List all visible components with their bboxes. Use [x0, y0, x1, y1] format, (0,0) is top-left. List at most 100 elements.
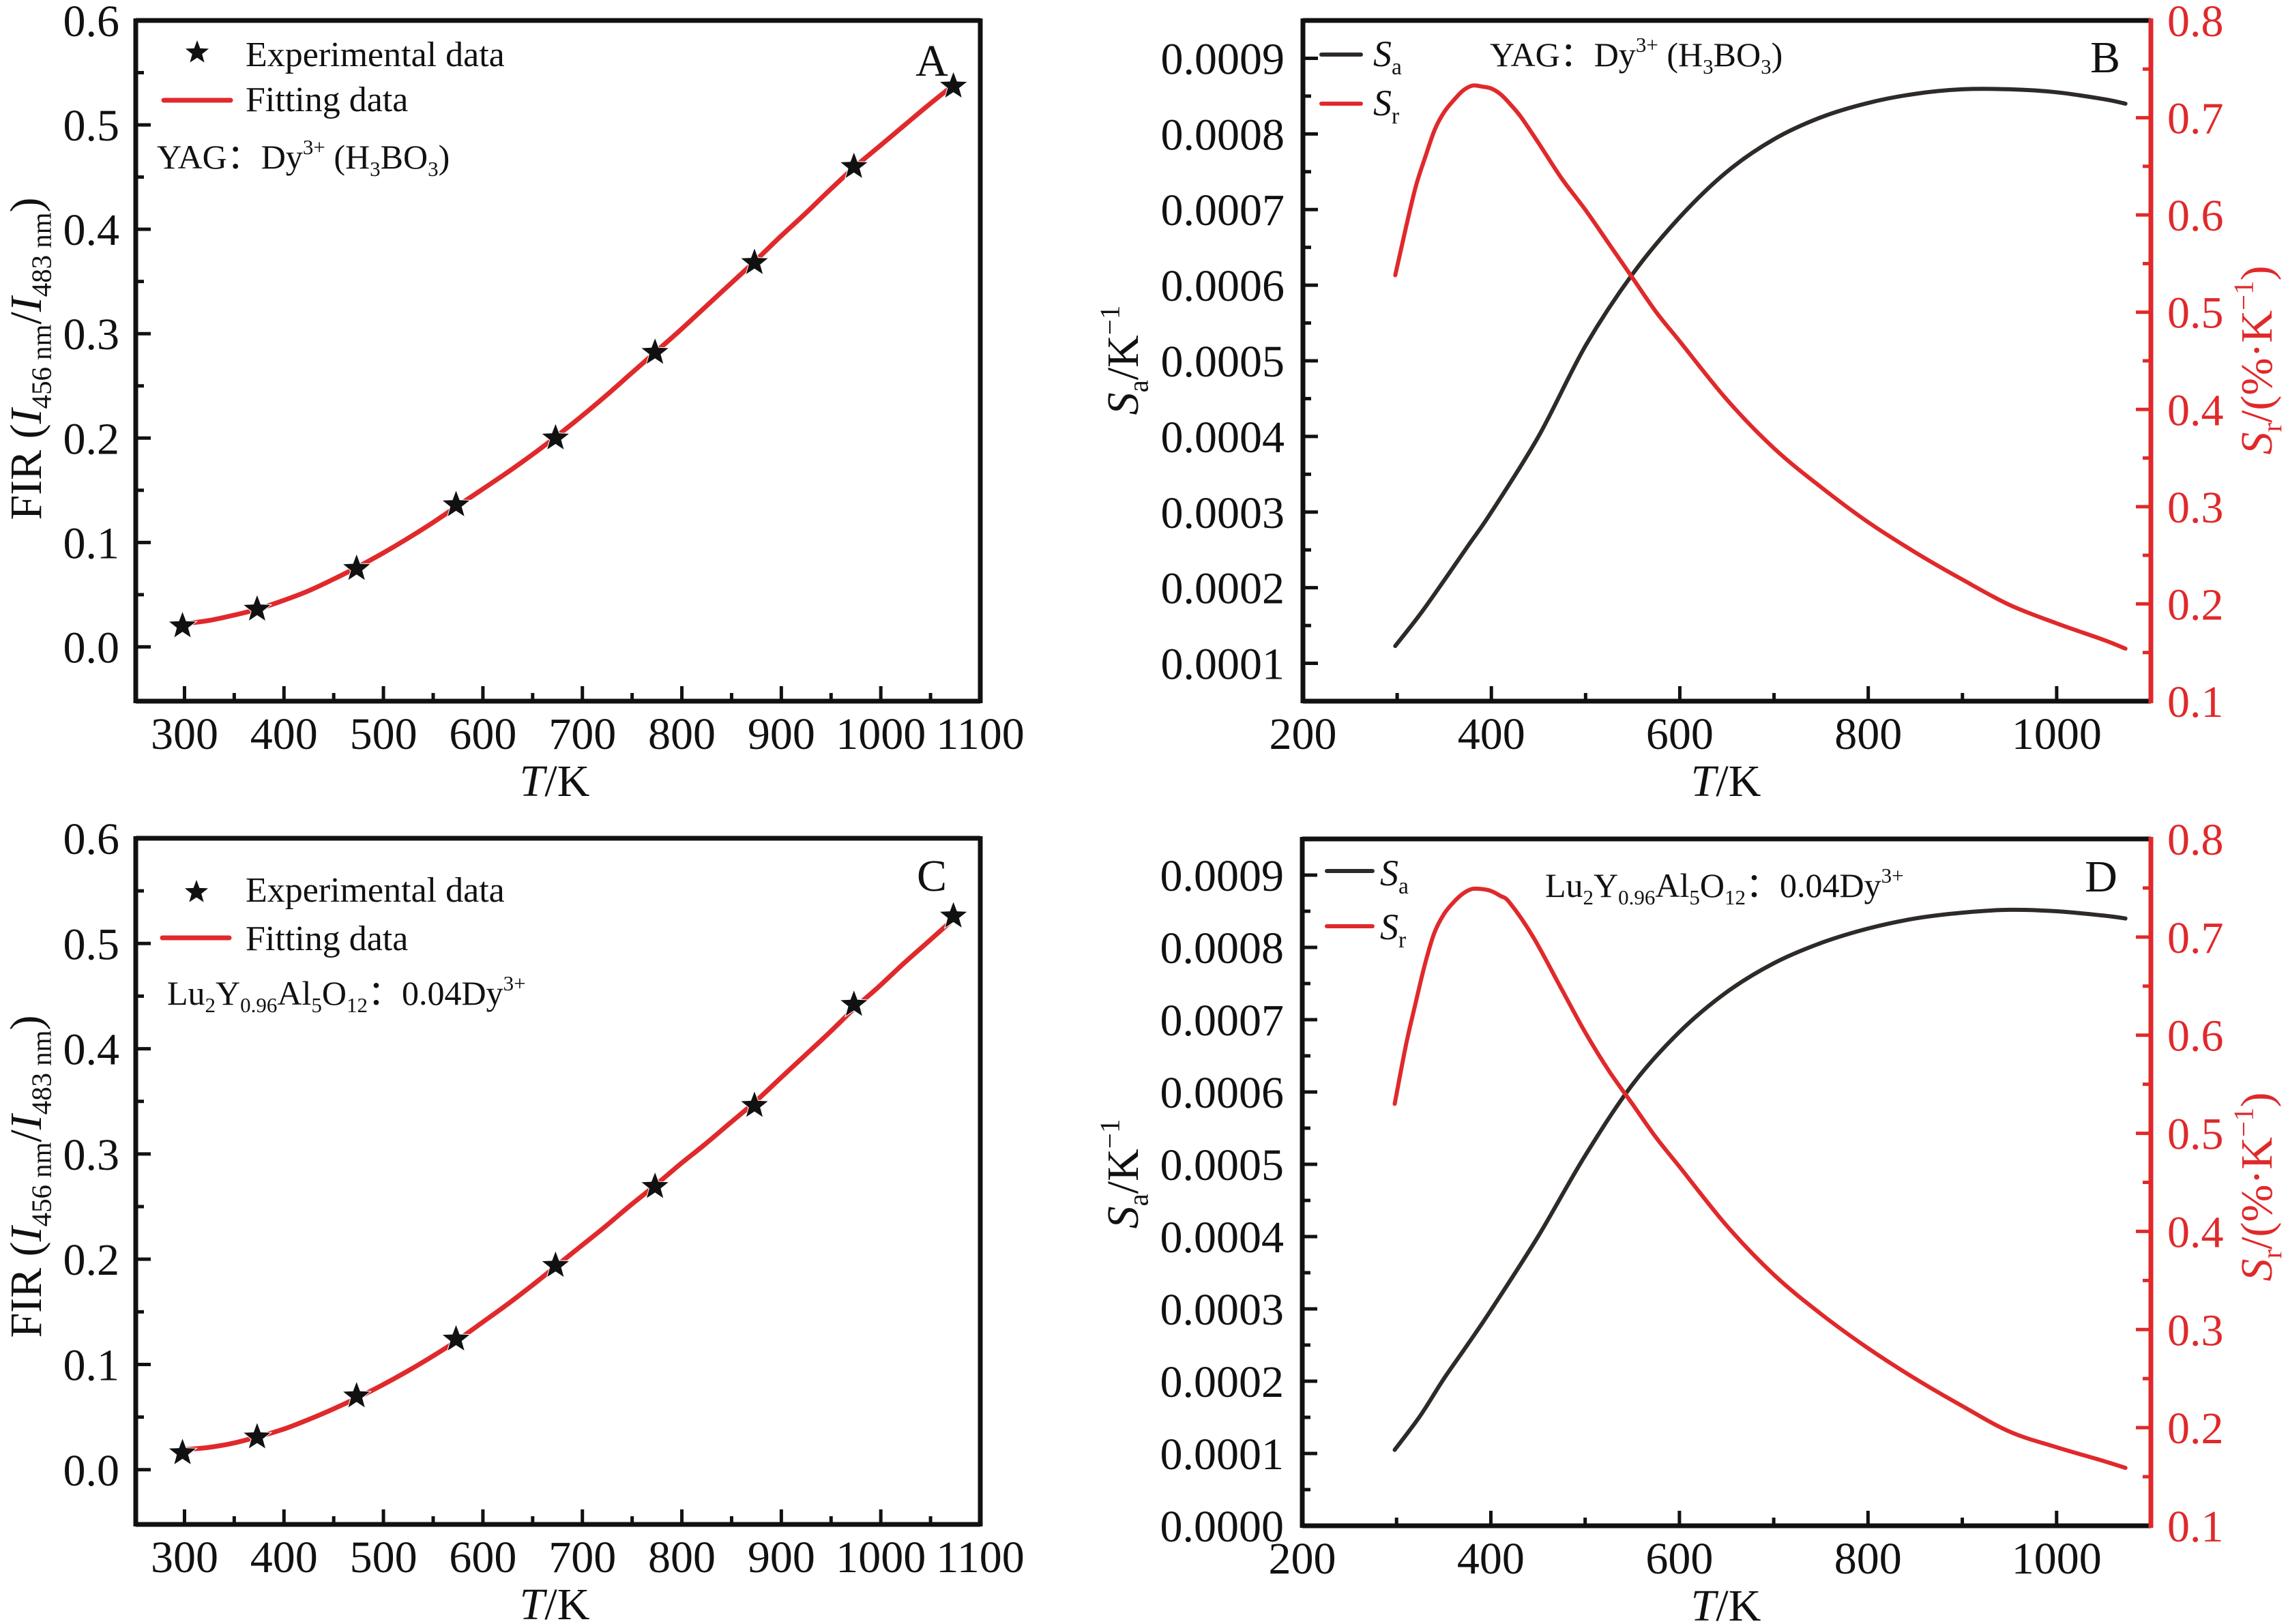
sample-annotation-part: 3+: [303, 135, 325, 159]
x-tick-label: 400: [1457, 1534, 1525, 1584]
sample-annotation-part: Y: [216, 974, 240, 1012]
y-axis-right-label: Sr/(%·K−1): [2228, 1092, 2287, 1281]
sample-annotation-part: O: [322, 974, 347, 1012]
legend-label-sa-part: a: [1398, 874, 1409, 899]
y-right-tick-label: 0.4: [2167, 1207, 2224, 1257]
x-axis-label-part: /K: [544, 756, 589, 806]
x-tick-label: 600: [449, 709, 516, 759]
y-left-tick-label: 0.0001: [1161, 640, 1285, 690]
y-axis-left-label-part: S: [1098, 392, 1148, 415]
y-axis-label-part: FIR (: [1, 424, 51, 520]
legend-label-experimental: Experimental data: [246, 871, 505, 910]
experimental-point: [341, 552, 372, 582]
panel-c: 300 400 500 600 700 800 900 1000 1100 0.0 0.1 0.2 0.…: [1, 814, 1025, 1624]
legend-label-sr-part: r: [1392, 104, 1399, 129]
y-left-tick-label: 0.0004: [1160, 1213, 1285, 1263]
y-right-tick-label: 0.2: [2167, 580, 2224, 630]
y-axis-right-label-part: /(%·K: [2232, 310, 2282, 423]
legend-label-sa-part: a: [1392, 55, 1402, 80]
sample-annotation-part: YAG：Dy: [1490, 35, 1636, 74]
y-right-tick-label: 0.6: [2167, 191, 2224, 241]
y-axis-right-label: Sr/(%·K−1): [2228, 265, 2287, 454]
y-axis-left-label-part: −1: [1094, 1119, 1125, 1149]
y-left-tick-label: 0.1: [63, 1341, 120, 1391]
y-left-tick-label: 0.3: [63, 310, 120, 359]
plot-area: [1392, 886, 2128, 1471]
fitting-curve: [180, 83, 956, 627]
experimental-point: [938, 70, 969, 100]
x-axis-label: T/K: [520, 1580, 590, 1624]
legend-label-sa: Sa: [1380, 853, 1409, 899]
x-tick-label: 1100: [936, 709, 1025, 759]
x-axis-label-part: /K: [1716, 756, 1761, 806]
sample-annotation-part: 2: [1583, 885, 1594, 909]
y-axis-left-label-part: a: [1124, 1194, 1154, 1206]
sample-annotation-part: 5: [311, 993, 322, 1017]
y-left-tick-label: 0.0005: [1160, 1140, 1285, 1190]
sample-annotation-part: 3: [1703, 55, 1714, 78]
sample-annotation-part: BO: [381, 138, 428, 176]
plot-area: [1393, 83, 2128, 651]
y-left-tick-label: 0.0008: [1160, 924, 1285, 973]
sample-annotation-part: 3+: [1881, 863, 1904, 887]
legend-label-sa-part: S: [1373, 33, 1392, 74]
y-left-tick-label: 0.4: [63, 205, 120, 255]
sample-annotation-part: ：0.04Dy: [368, 974, 503, 1012]
sample-annotation-part: 3: [428, 157, 439, 181]
y-left-tick-label: 0.0002: [1160, 1357, 1285, 1407]
y-right-tick-label: 0.3: [2167, 1305, 2224, 1355]
x-tick-label: 1000: [836, 1533, 926, 1582]
sample-annotation-part: (H: [325, 138, 370, 176]
experimental-point: [540, 1249, 571, 1279]
y-left-tick-label: 0.0006: [1160, 1068, 1285, 1118]
panel-letter: D: [2085, 852, 2117, 902]
y-axis-label-part: 483 nm: [27, 1030, 57, 1114]
y-axis-label-part: I: [1, 1224, 51, 1242]
experimental-point: [540, 422, 571, 452]
y-left-tick-label: 0.0004: [1161, 413, 1285, 462]
sample-annotation: Lu2Y0.96Al5O12：0.04Dy3+: [1545, 863, 1904, 909]
y-right-tick-label: 0.6: [2167, 1012, 2224, 1061]
x-tick-label: 400: [250, 1533, 318, 1582]
x-tick-label: 600: [1645, 1534, 1713, 1584]
experimental-point: [639, 1170, 671, 1200]
y-axis-right-label-part: r: [2257, 423, 2288, 432]
x-tick-label: 700: [548, 1533, 616, 1582]
y-right-tick-label: 0.1: [2167, 1502, 2224, 1552]
y-left-tick-label: 0.0008: [1161, 110, 1285, 160]
plot-area: [167, 70, 969, 639]
y-left-tick-label: 0.2: [63, 414, 120, 464]
y-left-tick-label: 0.0001: [1160, 1430, 1285, 1479]
y-axis-left-label: Sa/K−1: [1094, 306, 1154, 415]
x-tick-label: 400: [250, 709, 318, 759]
sr-curve: [1393, 83, 2128, 651]
y-axis-left-label-part: a: [1124, 380, 1154, 392]
sa-curve: [1393, 87, 2128, 649]
experimental-point: [441, 1323, 471, 1353]
y-axis-right-label-part: −1: [2228, 280, 2259, 310]
panel-a: 300 400 500 600 700 800 900 1000 1100 0.0 0.1 0.2 0.…: [1, 0, 1025, 806]
experimental-point: [838, 150, 870, 180]
y-right-tick-label: 0.7: [2167, 94, 2224, 144]
y-axis-right-label-part: S: [2232, 1259, 2282, 1282]
x-axis-label-part: T: [520, 756, 548, 806]
y-left-tick-label: 0.5: [63, 919, 120, 969]
y-left-tick-label: 0.0003: [1161, 488, 1285, 538]
x-tick-label: 800: [648, 709, 716, 759]
x-tick-label: 600: [1646, 709, 1714, 759]
y-left-tick-label: 0.0: [63, 1446, 120, 1496]
sample-annotation-part: Al: [277, 974, 311, 1012]
x-tick-label: 900: [748, 709, 815, 759]
sample-annotation-part: 2: [205, 993, 216, 1017]
sample-annotation-part: 3: [1761, 55, 1772, 78]
legend-star-icon: [185, 40, 209, 63]
y-axis-left-label-part: S: [1098, 1206, 1148, 1228]
sample-annotation-part: 5: [1689, 885, 1700, 909]
x-tick-label: 1000: [836, 709, 926, 759]
legend: Experimental data Fitting data: [160, 871, 505, 958]
experimental-point: [241, 593, 273, 623]
x-tick-label: 200: [1269, 1534, 1336, 1584]
